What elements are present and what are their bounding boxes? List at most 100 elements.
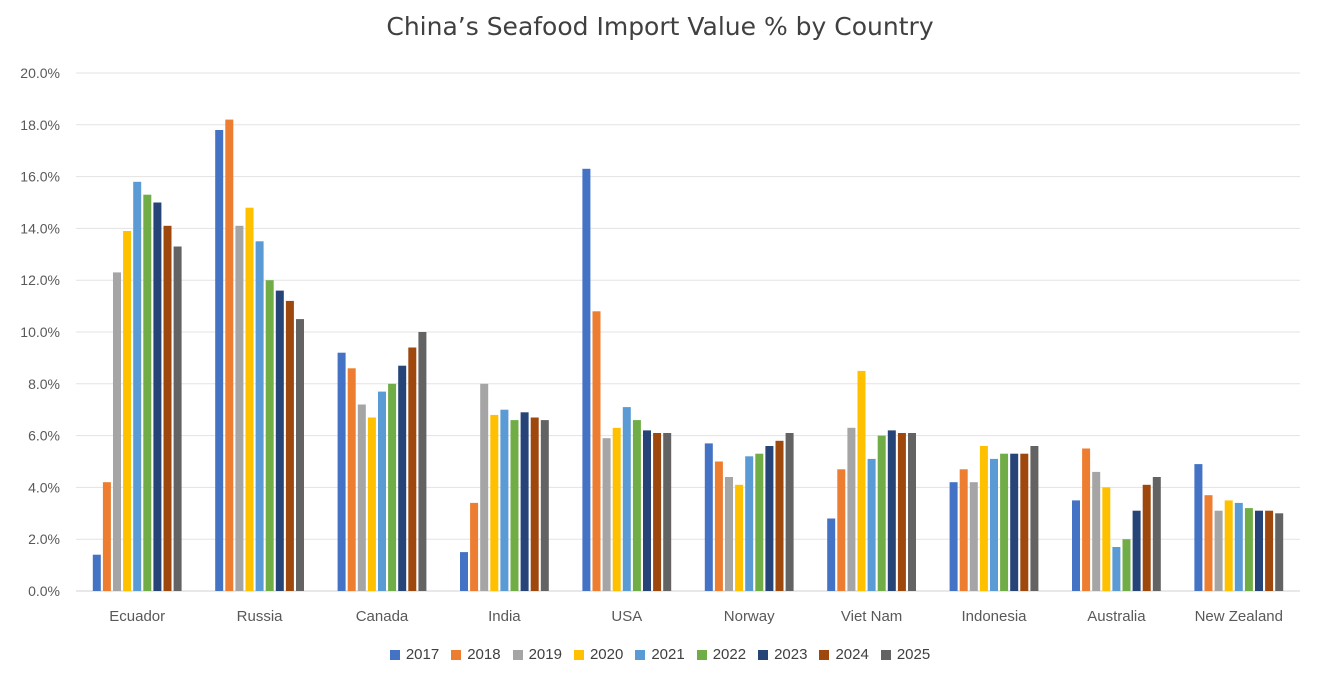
bar: [530, 417, 539, 591]
bar: [470, 502, 479, 591]
bar: [622, 407, 631, 591]
bar: [1214, 510, 1223, 591]
bar: [163, 225, 172, 592]
bar: [1265, 510, 1274, 591]
bar: [837, 469, 846, 591]
bar: [612, 427, 621, 591]
bar: [1234, 502, 1243, 591]
bar: [1275, 513, 1284, 591]
bar: [347, 368, 356, 591]
y-axis-ticks: 0.0% 2.0% 4.0% 6.0% 8.0% 10.0% 12.0% 14.0% 16.0%…: [20, 65, 60, 599]
legend-item: 2021: [635, 646, 685, 663]
bar: [969, 482, 978, 591]
legend-swatch: [512, 649, 523, 660]
bar: [785, 433, 794, 591]
bar: [1102, 487, 1111, 591]
bar: [1152, 477, 1161, 591]
x-tick-label: Norway: [724, 608, 775, 625]
bar: [92, 554, 101, 591]
legend-item: 2018: [451, 646, 501, 663]
legend-swatch: [451, 649, 462, 660]
bar: [725, 477, 733, 591]
bar: [990, 458, 998, 591]
bar: [285, 300, 294, 591]
y-tick-label: 0.0%: [28, 583, 60, 599]
bar: [173, 246, 182, 591]
y-tick-label: 18.0%: [20, 117, 60, 133]
bar: [592, 311, 601, 591]
bar: [1092, 471, 1101, 591]
bar: [275, 290, 284, 591]
bar: [1010, 453, 1019, 591]
bar: [1072, 500, 1080, 591]
bar: [857, 370, 866, 591]
legend: 2017 2018 2019 2020 2021 2022 2023 2024 2025: [0, 646, 1320, 663]
legend-swatch: [573, 649, 584, 660]
bar: [847, 427, 856, 591]
bar: [480, 383, 489, 591]
bar: [1030, 446, 1039, 591]
bar: [602, 438, 611, 591]
legend-swatch: [819, 649, 830, 660]
bar: [215, 130, 224, 591]
bar: [1255, 510, 1263, 591]
bar: [296, 319, 304, 591]
x-tick-label: Indonesia: [961, 608, 1027, 625]
bar: [755, 453, 764, 591]
bar: [520, 412, 529, 591]
legend-label: 2021: [651, 646, 685, 663]
bar: [102, 482, 111, 591]
bar: [540, 420, 549, 591]
bar: [143, 194, 152, 591]
bar: [245, 207, 254, 591]
legend-item: 2020: [573, 646, 624, 663]
bar: [632, 420, 641, 591]
bar: [643, 430, 651, 591]
bar: [897, 433, 906, 591]
y-tick-label: 8.0%: [28, 376, 60, 392]
x-tick-label: Viet Nam: [841, 608, 902, 625]
legend-label: 2023: [774, 646, 808, 663]
bar: [1244, 508, 1253, 591]
legend-label: 2025: [896, 646, 931, 663]
legend-swatch: [880, 649, 891, 660]
bar: [133, 181, 142, 592]
bar: [949, 482, 958, 591]
bar: [704, 443, 713, 591]
legend-item: 2019: [512, 646, 562, 663]
bar: [765, 446, 774, 591]
legend-label: 2018: [467, 646, 501, 663]
bar: [367, 417, 376, 591]
bar: [378, 391, 386, 591]
legend-swatch: [696, 649, 707, 660]
legend-swatch: [758, 649, 769, 660]
bar: [388, 383, 397, 591]
y-tick-label: 2.0%: [28, 531, 60, 547]
legend-item: 2024: [819, 646, 869, 663]
bar: [235, 225, 244, 592]
legend-label: 2017: [405, 646, 440, 663]
bar: [735, 484, 744, 591]
bar: [113, 272, 121, 591]
x-tick-label: India: [488, 608, 521, 625]
bar: [959, 469, 968, 591]
bar: [867, 458, 876, 591]
bar: [745, 456, 754, 591]
bar: [1142, 484, 1151, 591]
bar: [460, 552, 468, 591]
bar: [663, 433, 672, 591]
x-axis-labels: Ecuador Russia Canada India USA Norway Viet Na…: [109, 608, 1283, 625]
x-tick-label: Ecuador: [109, 608, 165, 625]
legend-label: 2020: [589, 646, 624, 663]
y-tick-label: 14.0%: [20, 220, 60, 236]
bar: [225, 119, 234, 591]
y-tick-label: 16.0%: [20, 169, 60, 185]
bar: [653, 433, 662, 591]
bar: [500, 409, 509, 591]
bar: [1000, 453, 1009, 591]
bar: [887, 430, 896, 591]
bar: [908, 433, 916, 591]
bar: [337, 352, 346, 591]
y-tick-label: 20.0%: [20, 65, 60, 81]
bar: [1194, 464, 1203, 591]
